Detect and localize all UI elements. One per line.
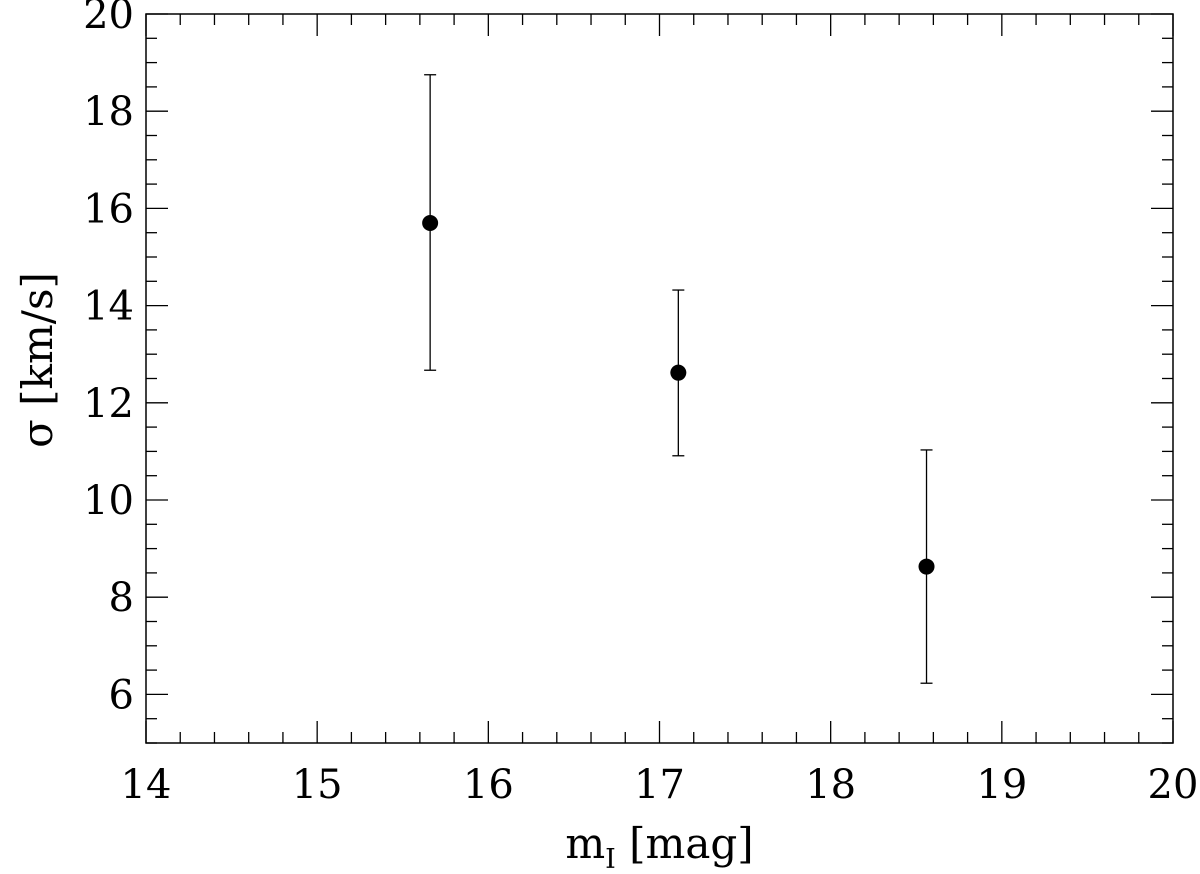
data-points <box>422 74 935 684</box>
x-tick-label: 14 <box>121 762 172 808</box>
y-tick-label: 20 <box>83 0 134 38</box>
y-tick-label: 6 <box>109 672 134 718</box>
axis-ticks <box>145 13 1174 744</box>
x-tick-label: 16 <box>463 762 514 808</box>
y-tick-label: 8 <box>109 575 134 621</box>
y-tick-label: 12 <box>83 381 134 427</box>
data-point <box>422 214 439 231</box>
x-tick-label: 20 <box>1148 762 1199 808</box>
x-axis-label-subscript: I <box>605 844 616 874</box>
data-point <box>670 364 687 381</box>
x-tick-label: 19 <box>976 762 1027 808</box>
data-point <box>918 558 935 575</box>
plot-frame <box>145 13 1174 744</box>
x-axis-label-unit: [mag] <box>616 819 754 868</box>
x-tick-label: 18 <box>805 762 856 808</box>
y-tick-label: 18 <box>83 89 134 135</box>
x-axis-label: mI [mag] <box>565 819 753 874</box>
data-point-group <box>918 449 935 684</box>
y-tick-label: 16 <box>83 186 134 232</box>
tick-labels: 14 15 16 17 18 19 20 6 8 10 12 14 16 18 20 <box>83 0 1198 808</box>
x-tick-label: 15 <box>292 762 343 808</box>
data-point-group <box>422 74 439 371</box>
data-point-group <box>670 289 687 457</box>
y-tick-label: 14 <box>83 284 134 330</box>
y-tick-label: 10 <box>83 478 134 524</box>
x-tick-label: 17 <box>634 762 685 808</box>
x-axis-label-base: m <box>565 819 605 868</box>
y-axis-label: σ [km/s] <box>13 272 62 448</box>
